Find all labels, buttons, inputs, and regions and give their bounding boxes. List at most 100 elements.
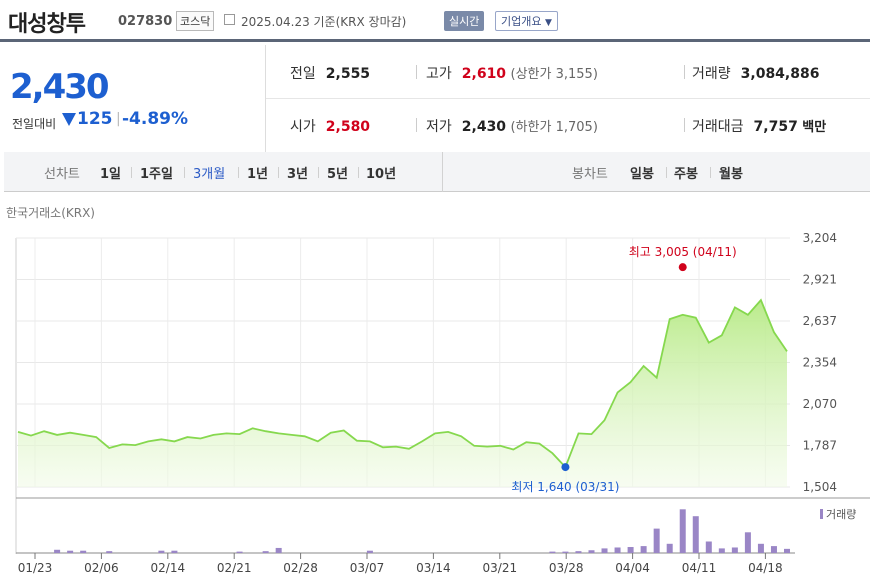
volume-bar: [67, 550, 74, 553]
market-badge: 코스닥: [176, 11, 215, 31]
tab-divider: [666, 167, 667, 178]
tab-weekly[interactable]: 주봉: [674, 167, 698, 182]
x-tick-label: 03/07: [350, 561, 385, 575]
min-marker: [561, 463, 570, 472]
x-tick-label: 02/28: [283, 561, 318, 575]
prev-close-value: 2,555: [325, 66, 371, 82]
cell-divider: [416, 65, 417, 79]
chart-tabs: 선차트 1일 1주일 3개월 1년 3년 5년 10년 봉차트 일봉 주봉 월봉: [4, 152, 870, 192]
realtime-button[interactable]: 실시간: [444, 11, 485, 31]
quote-panel: 2,430 전일대비 125 | -4.89% 전일 2,555 고가 2,610 …: [4, 45, 870, 153]
high-value: 2,610: [461, 66, 507, 82]
company-info-dropdown[interactable]: 기업개요 ▼: [495, 11, 558, 31]
stock-name: 대성창투: [8, 12, 86, 37]
volume-bar: [770, 546, 777, 553]
trade-value: 거래대금 7,757 백만: [692, 116, 826, 136]
volume-bar: [731, 547, 738, 553]
low-label: 저가: [426, 119, 452, 135]
volume-bar: [106, 551, 113, 553]
volume-bar: [692, 516, 699, 553]
volume-bar: [666, 543, 673, 553]
volume-label: 거래량: [692, 66, 731, 82]
volume-bar: [588, 550, 595, 553]
cell-divider: [416, 118, 417, 132]
row-divider: [266, 98, 870, 99]
tab-divider: [184, 167, 185, 178]
volume-bar: [549, 551, 556, 553]
candle-chart-label: 봉차트: [572, 167, 608, 182]
change-value: 125: [77, 109, 113, 129]
x-tick-label: 02/14: [151, 561, 186, 575]
volume-legend-swatch: [820, 509, 823, 519]
tab-divider: [238, 167, 239, 178]
data-source: 한국거래소(KRX): [6, 206, 95, 220]
volume-bar: [54, 549, 61, 553]
company-info-label: 기업개요: [501, 15, 542, 28]
x-tick-label: 03/14: [416, 561, 451, 575]
tab-divider: [318, 167, 319, 178]
volume-bar: [718, 548, 725, 553]
tab-5y[interactable]: 5년: [327, 167, 349, 182]
max-marker: [678, 263, 687, 272]
low: 저가 2,430 (하한가 1,705): [426, 116, 598, 136]
volume-bar: [757, 543, 764, 553]
y-tick-label: 2,070: [803, 397, 837, 411]
x-tick-label: 04/04: [615, 561, 650, 575]
volume-bar: [262, 551, 269, 553]
tabs-divider: [442, 152, 443, 192]
tab-1y[interactable]: 1년: [247, 167, 269, 182]
tab-divider: [278, 167, 279, 178]
trade-value-unit: 백만: [802, 120, 827, 135]
change-label: 전일대비: [12, 117, 57, 131]
line-chart-label: 선차트: [44, 167, 80, 182]
tab-daily[interactable]: 일봉: [630, 167, 654, 182]
volume-bar: [171, 550, 178, 553]
volume-bar: [275, 547, 282, 553]
y-tick-label: 1,504: [803, 480, 837, 494]
volume-bar: [640, 546, 647, 553]
volume-bar: [562, 551, 569, 553]
chevron-down-icon: ▼: [544, 18, 552, 28]
cell-divider: [684, 65, 685, 79]
x-tick-label: 03/21: [483, 561, 518, 575]
calendar-icon: [224, 14, 235, 25]
open-value: 2,580: [325, 119, 371, 135]
y-tick-label: 1,787: [803, 439, 837, 453]
tab-divider: [131, 167, 132, 178]
tab-10y[interactable]: 10년: [366, 167, 397, 182]
prev-close: 전일 2,555: [290, 63, 370, 83]
tab-1d[interactable]: 1일: [100, 167, 122, 182]
trade-value-amount: 7,757: [753, 119, 798, 135]
volume-bar: [784, 548, 790, 553]
volume-bar: [653, 528, 660, 553]
trade-value-label: 거래대금: [692, 119, 744, 135]
volume-bar: [601, 548, 608, 553]
lower-limit: (하한가 1,705): [510, 120, 598, 135]
y-tick-label: 2,354: [803, 356, 837, 370]
tab-divider: [710, 167, 711, 178]
price-area-fill: [18, 300, 787, 487]
y-tick-label: 2,637: [803, 314, 837, 328]
open: 시가 2,580: [290, 116, 370, 136]
tab-3y[interactable]: 3년: [287, 167, 309, 182]
volume-bar: [627, 547, 634, 553]
volume-bar: [705, 541, 712, 553]
tab-divider: [358, 167, 359, 178]
x-tick-label: 02/06: [84, 561, 119, 575]
stock-header: 대성창투 027830 코스닥 2025.04.23 기준(KRX 장마감) 실…: [0, 0, 870, 42]
tab-1w[interactable]: 1주일: [140, 167, 173, 182]
volume-bar: [158, 550, 165, 553]
volume-value: 3,084,886: [740, 66, 820, 82]
change-percent: -4.89%: [122, 109, 189, 129]
price-box: 2,430 전일대비 125 | -4.89%: [4, 45, 266, 152]
volume-bar: [80, 550, 87, 553]
x-tick-label: 02/21: [217, 561, 252, 575]
x-tick-label: 04/18: [748, 561, 783, 575]
upper-limit: (상한가 3,155): [510, 67, 598, 82]
tab-3m[interactable]: 3개월: [193, 167, 226, 182]
high: 고가 2,610 (상한가 3,155): [426, 63, 598, 83]
down-triangle-icon: [62, 113, 76, 126]
volume-bar: [236, 551, 243, 553]
tab-monthly[interactable]: 월봉: [719, 167, 743, 182]
